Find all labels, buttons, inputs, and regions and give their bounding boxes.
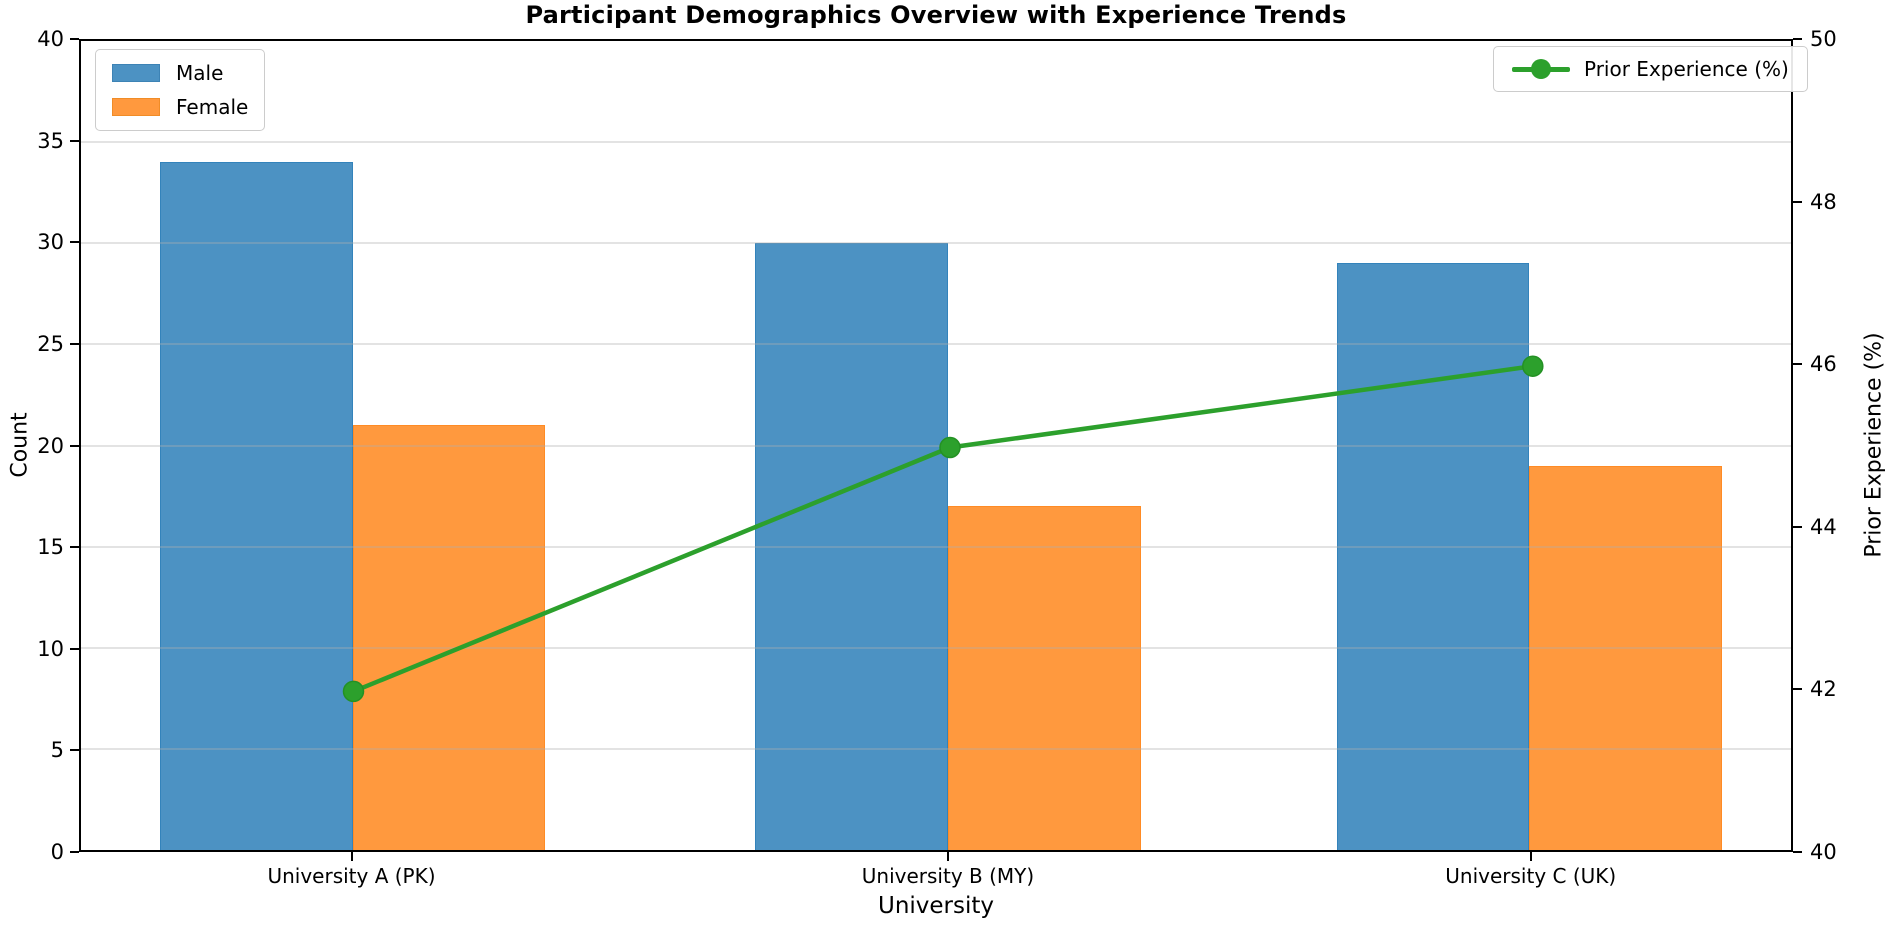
left-tickmark-10 bbox=[70, 647, 79, 650]
gridline-35 bbox=[81, 141, 1791, 144]
line-marker-icon bbox=[1512, 59, 1570, 79]
x-tickmark-1 bbox=[350, 852, 353, 861]
left-tick-35: 35 bbox=[37, 128, 64, 153]
gridline-15 bbox=[81, 545, 1791, 548]
left-tickmark-40 bbox=[70, 38, 79, 40]
left-tick-30: 30 bbox=[37, 230, 64, 255]
x-tick-2: University B (MY) bbox=[861, 864, 1035, 888]
legend-item-female: Female bbox=[112, 95, 248, 119]
legend-line-label: Prior Experience (%) bbox=[1584, 57, 1789, 81]
experience-point-1 bbox=[342, 680, 365, 703]
plot-area bbox=[79, 39, 1793, 852]
x-tick-3: University C (UK) bbox=[1445, 864, 1617, 888]
right-tickmark-40 bbox=[1793, 851, 1802, 853]
male-bar-3 bbox=[1336, 263, 1530, 850]
right-tickmark-44 bbox=[1793, 525, 1802, 528]
right-tick-46: 46 bbox=[1810, 352, 1837, 377]
left-tickmark-30 bbox=[70, 241, 79, 244]
left-tickmark-15 bbox=[70, 546, 79, 549]
right-tick-48: 48 bbox=[1810, 189, 1837, 214]
left-tickmark-20 bbox=[70, 444, 79, 447]
left-tick-40: 40 bbox=[37, 27, 64, 51]
x-tickmark-3 bbox=[1529, 852, 1532, 861]
left-tick-15: 15 bbox=[37, 535, 64, 560]
left-tick-20: 20 bbox=[37, 433, 64, 458]
legend-male-label: Male bbox=[176, 61, 224, 85]
left-tick-25: 25 bbox=[37, 331, 64, 356]
legend-bars: Male Female bbox=[95, 49, 266, 131]
female-swatch-icon bbox=[112, 98, 160, 116]
right-tickmark-50 bbox=[1793, 38, 1802, 40]
male-bar-1 bbox=[160, 162, 353, 850]
gridline-30 bbox=[81, 242, 1791, 245]
x-axis-label: University bbox=[877, 893, 995, 919]
left-tickmark-35 bbox=[70, 139, 79, 142]
experience-line-layer bbox=[342, 355, 1544, 703]
legend-line: Prior Experience (%) bbox=[1493, 46, 1808, 92]
gridline-10 bbox=[81, 646, 1791, 649]
female-bar-2 bbox=[947, 506, 1141, 850]
left-tickmark-5 bbox=[70, 749, 79, 752]
right-tickmark-48 bbox=[1793, 200, 1802, 203]
male-swatch-icon bbox=[112, 64, 160, 82]
right-axis-label: Prior Experience (%) bbox=[1861, 332, 1887, 558]
right-tick-40: 40 bbox=[1810, 840, 1837, 864]
gridline-25 bbox=[81, 343, 1791, 346]
right-tick-44: 44 bbox=[1810, 514, 1837, 539]
gridline-5 bbox=[81, 747, 1791, 750]
legend-female-label: Female bbox=[176, 95, 249, 119]
experience-point-3 bbox=[1522, 355, 1544, 377]
left-tick-10: 10 bbox=[37, 636, 64, 661]
right-tickmark-42 bbox=[1793, 688, 1802, 691]
right-tick-42: 42 bbox=[1810, 677, 1837, 702]
left-tickmark-25 bbox=[70, 342, 79, 345]
left-tickmark-0 bbox=[70, 851, 79, 853]
left-tick-5: 5 bbox=[50, 738, 64, 763]
experience-point-2 bbox=[939, 436, 961, 459]
right-tickmark-46 bbox=[1793, 363, 1802, 366]
x-tickmark-2 bbox=[946, 852, 949, 861]
male-bar-2 bbox=[755, 243, 948, 850]
left-tick-0: 0 bbox=[50, 840, 64, 864]
experience-line bbox=[351, 363, 1536, 694]
right-tick-50: 50 bbox=[1810, 27, 1837, 51]
chart-title: Participant Demographics Overview with E… bbox=[525, 1, 1347, 29]
female-bar-1 bbox=[352, 425, 546, 850]
female-bar-3 bbox=[1529, 465, 1722, 850]
gridline-20 bbox=[81, 444, 1791, 447]
legend-item-male: Male bbox=[112, 61, 248, 85]
x-tick-1: University A (PK) bbox=[267, 864, 436, 888]
